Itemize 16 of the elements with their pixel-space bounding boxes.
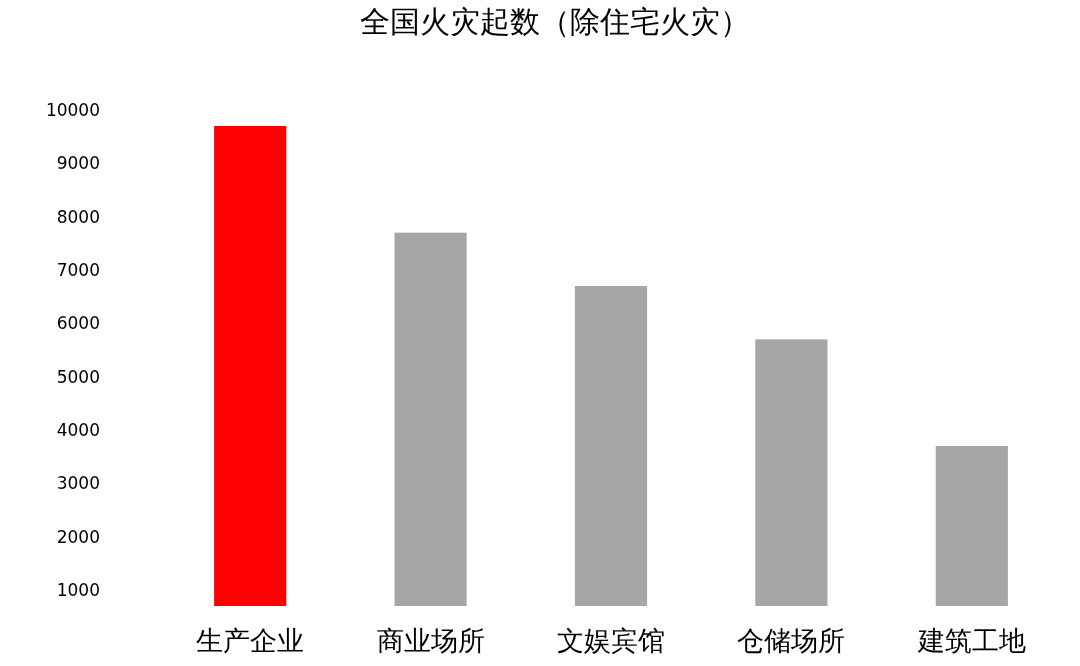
chart-title: 全国火灾起数（除住宅火灾） [360, 4, 750, 39]
x-tick-label: 文娱宾馆 [557, 625, 665, 656]
y-tick-label: 1000 [56, 580, 100, 600]
x-tick-label: 建筑工地 [916, 625, 1026, 656]
y-tick-label: 4000 [56, 420, 100, 440]
x-tick-label: 仓储场所 [737, 625, 846, 656]
x-tick-label: 生产企业 [196, 625, 305, 656]
y-tick-label: 7000 [56, 260, 100, 280]
x-tick-label: 商业场所 [376, 625, 485, 656]
y-tick-label: 8000 [56, 206, 100, 227]
y-tick-label: 9000 [56, 153, 100, 174]
y-tick-label: 2000 [56, 526, 100, 547]
y-tick-label: 10000 [45, 100, 100, 120]
y-tick-label: 6000 [56, 313, 100, 334]
y-tick-label: 3000 [56, 473, 100, 494]
y-tick-label: 5000 [56, 366, 100, 387]
